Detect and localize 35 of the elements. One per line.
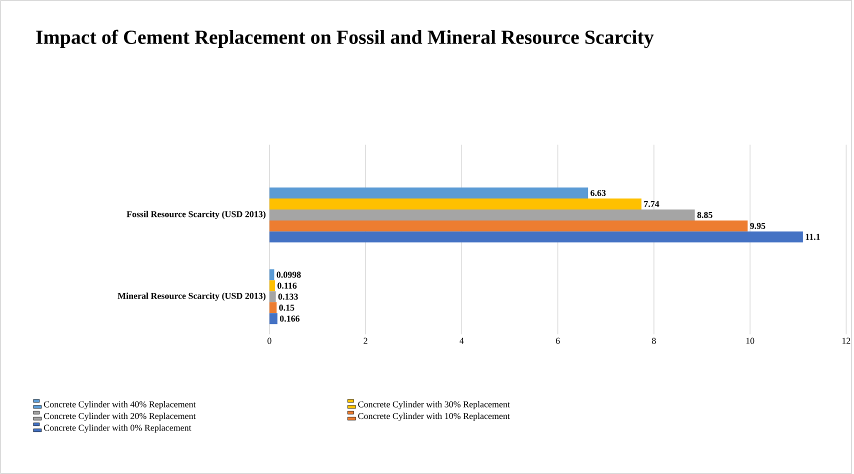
bar bbox=[269, 302, 277, 314]
y-tick-label: Mineral Resource Scarcity (USD 2013) bbox=[118, 292, 266, 301]
data-label: 0.0998 bbox=[276, 272, 301, 278]
data-label: 6.63 bbox=[590, 190, 606, 196]
x-tick-label: 6 bbox=[556, 338, 560, 344]
legend-label: Concrete Cylinder with 30% Replacement bbox=[358, 401, 510, 410]
bar bbox=[269, 220, 748, 232]
legend-label: Concrete Cylinder with 10% Replacement bbox=[358, 412, 510, 421]
data-label: 0.133 bbox=[278, 294, 298, 300]
chart-title: Impact of Cement Replacement on Fossil and Mineral Resource Scarcity bbox=[36, 30, 654, 48]
y-tick-label: Fossil Resource Scarcity (USD 2013) bbox=[126, 210, 266, 220]
data-label: 0.166 bbox=[280, 316, 300, 322]
bar bbox=[269, 291, 276, 302]
x-tick-label: 4 bbox=[460, 338, 464, 344]
legend-label: Concrete Cylinder with 20% Replacement bbox=[44, 412, 196, 421]
x-tick-label: 12 bbox=[842, 338, 850, 344]
bar bbox=[269, 313, 278, 324]
bar bbox=[269, 209, 695, 220]
legend-label: Concrete Cylinder with 0% Replacement bbox=[44, 424, 192, 433]
x-tick-label: 10 bbox=[746, 338, 754, 344]
data-label: 7.74 bbox=[644, 200, 660, 208]
data-label: 0.15 bbox=[279, 304, 294, 311]
bar bbox=[269, 188, 588, 199]
x-tick-label: 2 bbox=[364, 338, 368, 344]
x-tick-label: 0 bbox=[268, 338, 272, 344]
legend-label: Concrete Cylinder with 40% Replacement bbox=[44, 401, 196, 410]
bar bbox=[269, 280, 275, 292]
data-label: 8.85 bbox=[697, 212, 712, 218]
data-label: 11.1 bbox=[806, 234, 820, 240]
data-label: 9.95 bbox=[750, 222, 766, 229]
bar bbox=[269, 198, 642, 210]
bar bbox=[269, 231, 803, 242]
bar bbox=[269, 269, 274, 280]
x-tick-label: 8 bbox=[652, 338, 656, 344]
data-label: 0.116 bbox=[278, 282, 297, 289]
